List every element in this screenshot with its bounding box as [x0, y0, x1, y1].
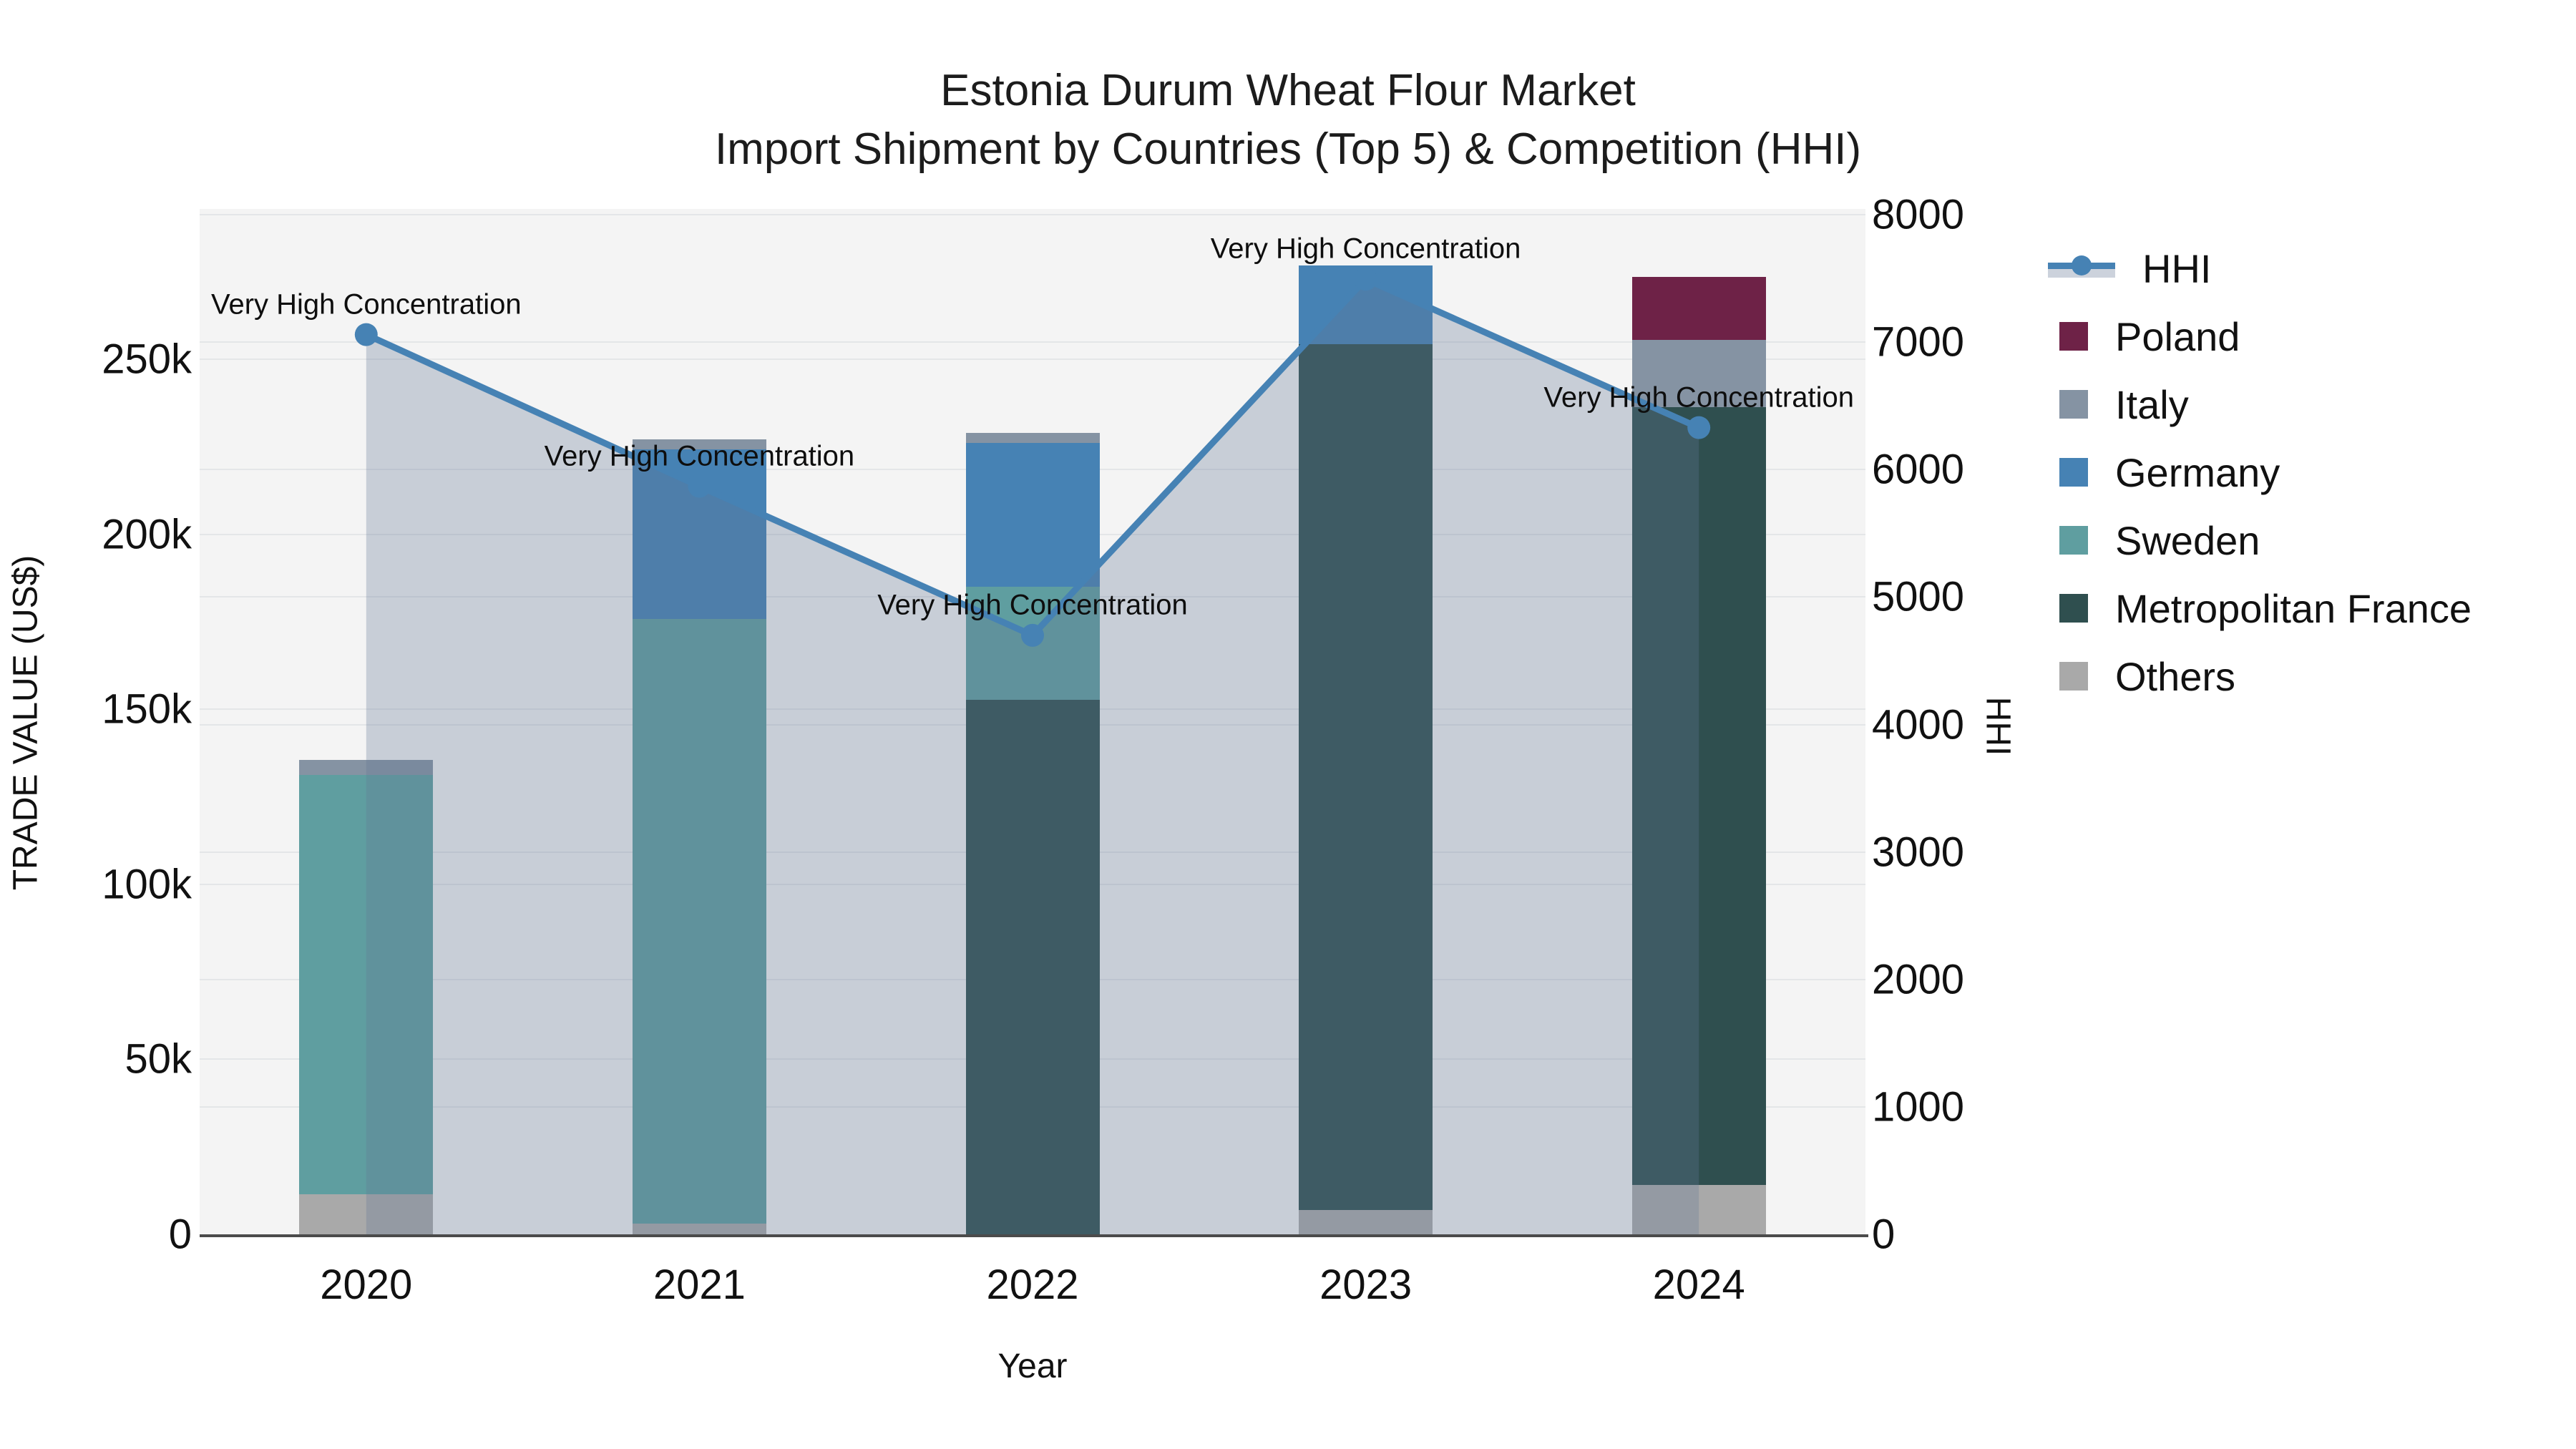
y-left-tick-0: 0 [168, 1211, 192, 1258]
x-tick-2020: 2020 [320, 1262, 413, 1308]
chart-title-line1: Estonia Durum Wheat Flour Market [940, 66, 1636, 115]
gridline-right-8000 [200, 214, 1865, 216]
y-left-tick-50k: 50k [125, 1035, 192, 1083]
y-right-tick-5000: 5000 [1872, 573, 1965, 620]
legend-swatch-poland [2059, 322, 2088, 351]
legend-hhi-line-sample [2048, 255, 2115, 278]
y-right-tick-0: 0 [1872, 1211, 1896, 1258]
legend-item-others[interactable]: Others [2048, 651, 2235, 701]
legend-item-sweden[interactable]: Sweden [2048, 515, 2260, 565]
legend-label-metropolitan-france: Metropolitan France [2115, 585, 2472, 631]
annotation-2024: Very High Concentration [1543, 381, 1854, 414]
y-right-tick-6000: 6000 [1872, 446, 1965, 493]
legend-swatch-metropolitan-france [2059, 594, 2088, 623]
y-right-tick-1000: 1000 [1872, 1083, 1965, 1131]
bar-segment-2022-metropolitan-france[interactable] [965, 699, 1100, 1234]
bar-segment-2020-italy[interactable] [299, 759, 434, 775]
bar-segment-2024-metropolitan-france[interactable] [1631, 407, 1766, 1186]
y-right-tick-7000: 7000 [1872, 318, 1965, 366]
annotation-2021: Very High Concentration [544, 440, 855, 472]
legend-item-metropolitan-france[interactable]: Metropolitan France [2048, 583, 2472, 633]
legend-swatch-italy [2059, 390, 2088, 419]
hhi-marker-2020[interactable] [354, 323, 378, 346]
legend-item-poland[interactable]: Poland [2048, 311, 2240, 361]
legend-swatch-sweden [2059, 526, 2088, 555]
annotation-2022: Very High Concentration [877, 589, 1188, 621]
bar-segment-2022-germany[interactable] [965, 442, 1100, 587]
bar-segment-2023-metropolitan-france[interactable] [1299, 343, 1433, 1210]
y-left-tick-150k: 150k [102, 686, 192, 733]
annotation-2023: Very High Concentration [1210, 233, 1521, 265]
legend-label-others: Others [2115, 653, 2236, 699]
chart-title-line2: Import Shipment by Countries (Top 5) & C… [714, 125, 1862, 174]
legend-swatch-others [2059, 662, 2088, 691]
bar-segment-2024-italy[interactable] [1631, 340, 1766, 408]
legend-hhi-marker-dot [2072, 255, 2092, 275]
legend-label-sweden: Sweden [2115, 517, 2260, 563]
legend-label-hhi: HHI [2142, 245, 2212, 291]
bar-segment-2024-poland[interactable] [1631, 277, 1766, 341]
bar-segment-2023-others[interactable] [1299, 1209, 1433, 1234]
bar-segment-2020-others[interactable] [299, 1194, 434, 1234]
bar-segment-2020-sweden[interactable] [299, 774, 434, 1194]
legend-item-hhi[interactable]: HHI [2048, 243, 2211, 293]
hhi-area-fill [366, 279, 1699, 1235]
x-tick-2022: 2022 [986, 1262, 1079, 1308]
y-right-tick-3000: 3000 [1872, 829, 1965, 876]
y-right-tick-8000: 8000 [1872, 191, 1965, 238]
hhi-marker-2023[interactable] [1354, 268, 1377, 291]
hhi-marker-2021[interactable] [688, 474, 711, 498]
x-tick-2024: 2024 [1652, 1262, 1745, 1308]
bar-segment-2021-italy[interactable] [632, 439, 766, 450]
y-left-tick-100k: 100k [102, 861, 192, 908]
x-axis-title: Year [997, 1347, 1068, 1385]
gridline-left-250000 [200, 358, 1865, 361]
plot-area [200, 209, 1865, 1234]
bar-segment-2021-sweden[interactable] [632, 618, 766, 1224]
x-axis-line [200, 1234, 1868, 1237]
legend-item-italy[interactable]: Italy [2048, 379, 2189, 429]
y-right-tick-4000: 4000 [1872, 701, 1965, 748]
x-tick-2023: 2023 [1319, 1262, 1413, 1308]
y-left-tick-200k: 200k [102, 511, 192, 558]
bar-segment-2022-italy[interactable] [965, 432, 1100, 443]
gridline-right-7000 [200, 341, 1865, 343]
hhi-marker-2022[interactable] [1021, 623, 1044, 647]
legend-label-italy: Italy [2115, 381, 2189, 427]
y-left-axis-title: TRADE VALUE (US$) [6, 555, 45, 891]
bar-segment-2021-others[interactable] [632, 1223, 766, 1234]
x-tick-2021: 2021 [653, 1262, 746, 1308]
legend-label-germany: Germany [2115, 449, 2280, 495]
legend-swatch-germany [2059, 458, 2088, 487]
y-right-axis-title: HHI [1979, 696, 2017, 756]
y-left-tick-250k: 250k [102, 336, 192, 383]
annotation-2020: Very High Concentration [211, 288, 522, 321]
legend-item-germany[interactable]: Germany [2048, 447, 2280, 497]
hhi-marker-2024[interactable] [1687, 416, 1711, 439]
bar-segment-2024-others[interactable] [1631, 1185, 1766, 1234]
legend-label-poland: Poland [2115, 313, 2240, 359]
y-right-tick-2000: 2000 [1872, 956, 1965, 1003]
